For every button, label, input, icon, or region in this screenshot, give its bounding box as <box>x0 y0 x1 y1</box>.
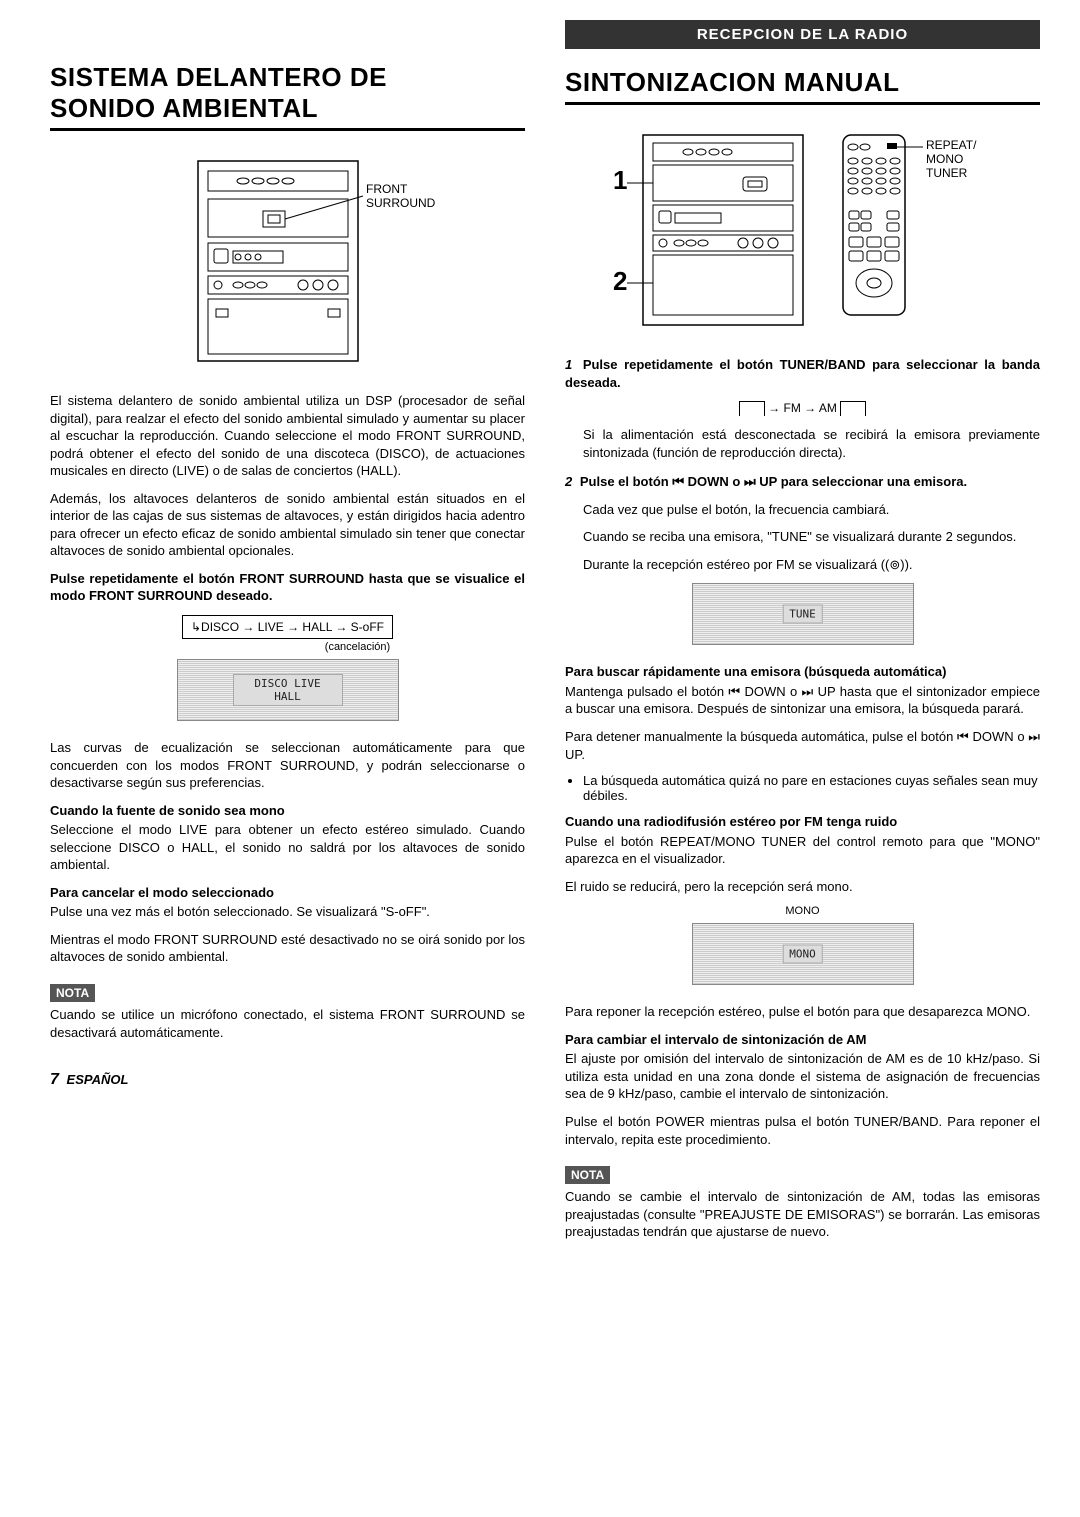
tune-text: TUNE <box>782 605 823 624</box>
p-auto1: Mantenga pulsado el botón ⏮ DOWN o ⏭ UP … <box>565 683 1040 718</box>
nota-label-left: NOTA <box>50 984 95 1002</box>
left-bold1: Pulse repetidamente el botón FRONT SURRO… <box>50 570 525 605</box>
section-header-band: RECEPCION DE LA RADIO <box>565 20 1040 49</box>
right-title: SINTONIZACION MANUAL <box>565 67 1040 98</box>
svg-text:1: 1 <box>613 165 627 195</box>
step2-num: 2 <box>565 474 572 489</box>
flow-sub: (cancelación) <box>190 641 525 653</box>
p-am2: Pulse el botón POWER mientras pulsa el b… <box>565 1113 1040 1148</box>
stereo-figure-right: 1 2 <box>565 125 1040 338</box>
h-fm: Cuando una radiodifusión estéreo por FM … <box>565 813 1040 831</box>
page-footer: 7 ESPAÑOL <box>50 1071 525 1089</box>
left-p3: Las curvas de ecualización se selecciona… <box>50 739 525 792</box>
step2-p3: Durante la recepción estéreo por FM se v… <box>583 556 1040 574</box>
mono-text: MONO <box>782 945 823 964</box>
left-p2: Además, los altavoces delanteros de soni… <box>50 490 525 560</box>
left-title-2: SONIDO AMBIENTAL <box>50 93 525 124</box>
h-am: Para cambiar el intervalo de sintonizaci… <box>565 1031 1040 1049</box>
svg-text:SURROUND: SURROUND <box>366 196 436 210</box>
footer-lang: ESPAÑOL <box>67 1072 129 1087</box>
flow-figure: ↳DISCO → LIVE → HALL → S-oFF (cancelació… <box>50 615 525 721</box>
nota-label-right: NOTA <box>565 1166 610 1184</box>
right-column: RECEPCION DE LA RADIO SINTONIZACION MANU… <box>565 20 1040 1251</box>
am-label: AM <box>819 401 837 415</box>
fm-label: FM <box>783 401 800 415</box>
p-mono: Seleccione el modo LIVE para obtener un … <box>50 821 525 874</box>
step2-head: 2 Pulse el botón ⏮ DOWN o ⏭ UP para sele… <box>565 473 1040 491</box>
p-cancel2: Mientras el modo FRONT SURROUND esté des… <box>50 931 525 966</box>
p-cancel1: Pulse una vez más el botón seleccionado.… <box>50 903 525 921</box>
tune-display: TUNE <box>565 583 1040 645</box>
flow-sequence: ↳DISCO → LIVE → HALL → S-oFF <box>182 615 393 639</box>
step1-num: 1 <box>565 357 572 372</box>
display-labels: DISCO LIVE HALL <box>233 674 343 706</box>
bullet1: La búsqueda automática quizá no pare en … <box>583 773 1040 803</box>
stereo-figure-left: FRONT SURROUND <box>50 151 525 374</box>
step2-p2: Cuando se reciba una emisora, "TUNE" se … <box>583 528 1040 546</box>
p-auto2: Para detener manualmente la búsqueda aut… <box>565 728 1040 763</box>
auto-bullets: La búsqueda automática quizá no pare en … <box>583 773 1040 803</box>
svg-text:REPEAT/: REPEAT/ <box>926 138 977 152</box>
nota-text-right: Cuando se cambie el intervalo de sintoni… <box>565 1188 1040 1241</box>
title-rule-right <box>565 102 1040 105</box>
nota-text-left: Cuando se utilice un micrófono conectado… <box>50 1006 525 1041</box>
title-rule <box>50 128 525 131</box>
step2-text: Pulse el botón ⏮ DOWN o ⏭ UP para selecc… <box>580 474 967 489</box>
svg-text:2: 2 <box>613 266 627 296</box>
p-fm2: El ruido se reducirá, pero la recepción … <box>565 878 1040 896</box>
left-p1: El sistema delantero de sonido ambiental… <box>50 392 525 480</box>
p-fm1: Pulse el botón REPEAT/MONO TUNER del con… <box>565 833 1040 868</box>
step1-head: 1 Pulse repetidamente el botón TUNER/BAN… <box>565 356 1040 391</box>
mono-caption: MONO <box>565 905 1040 917</box>
h-cancel: Para cancelar el modo seleccionado <box>50 884 525 902</box>
step2-p1: Cada vez que pulse el botón, la frecuenc… <box>583 501 1040 519</box>
svg-text:TUNER: TUNER <box>926 166 968 180</box>
h-mono: Cuando la fuente de sonido sea mono <box>50 802 525 820</box>
svg-text:MONO: MONO <box>926 152 963 166</box>
display-box-surround: DISCO LIVE HALL <box>177 659 399 721</box>
page-number: 7 <box>50 1071 59 1088</box>
p-fm3: Para reponer la recepción estéreo, pulse… <box>565 1003 1040 1021</box>
left-title-1: SISTEMA DELANTERO DE <box>50 62 525 93</box>
left-column: SISTEMA DELANTERO DE SONIDO AMBIENTAL <box>50 20 525 1251</box>
h-auto: Para buscar rápidamente una emisora (bús… <box>565 663 1040 681</box>
step1-p: Si la alimentación está desconectada se … <box>583 426 1040 461</box>
p-am1: El ajuste por omisión del intervalo de s… <box>565 1050 1040 1103</box>
fm-am-flow: → FM → AM <box>565 401 1040 416</box>
step1-text: Pulse repetidamente el botón TUNER/BAND … <box>565 357 1040 390</box>
mono-display: MONO MONO <box>565 905 1040 985</box>
svg-text:FRONT: FRONT <box>366 182 408 196</box>
